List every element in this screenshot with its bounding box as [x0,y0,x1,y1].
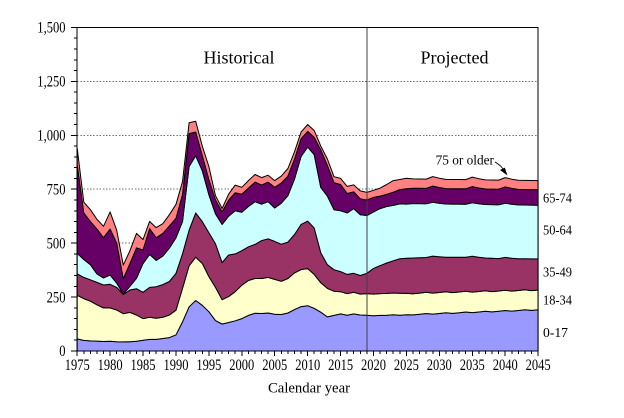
svg-text:75 or older: 75 or older [436,153,495,168]
svg-text:Calendar year: Calendar year [268,381,350,397]
svg-text:2030: 2030 [427,357,452,374]
svg-text:1985: 1985 [131,357,156,374]
svg-text:1,250: 1,250 [37,74,65,91]
svg-text:2015: 2015 [328,357,353,374]
svg-text:1980: 1980 [98,357,123,374]
svg-text:50-64: 50-64 [543,222,572,237]
svg-text:35-49: 35-49 [543,264,572,279]
svg-text:0: 0 [59,343,65,360]
svg-text:2010: 2010 [295,357,320,374]
svg-text:2045: 2045 [526,357,551,374]
svg-text:Projected: Projected [421,48,489,68]
svg-text:1,000: 1,000 [37,128,65,145]
svg-text:1975: 1975 [65,357,90,374]
svg-text:250: 250 [47,289,66,306]
svg-text:Historical: Historical [204,48,275,68]
svg-text:1990: 1990 [164,357,189,374]
svg-text:18-34: 18-34 [543,292,572,307]
svg-text:500: 500 [47,235,66,252]
svg-text:65-74: 65-74 [543,190,572,205]
svg-text:2020: 2020 [361,357,386,374]
svg-text:1995: 1995 [196,357,221,374]
svg-text:2000: 2000 [229,357,254,374]
svg-text:2025: 2025 [394,357,419,374]
svg-text:0-17: 0-17 [543,325,568,340]
svg-text:2040: 2040 [493,357,518,374]
svg-text:2005: 2005 [262,357,287,374]
svg-text:2035: 2035 [460,357,485,374]
svg-text:750: 750 [47,181,66,198]
svg-text:1,500: 1,500 [37,20,65,37]
